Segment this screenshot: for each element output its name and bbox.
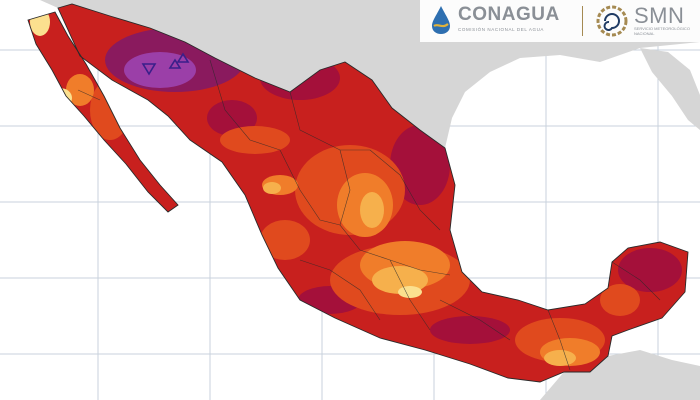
conagua-water-drop-icon	[432, 6, 450, 34]
central-america-land	[540, 350, 700, 400]
smn-logo-text: SMN	[634, 3, 685, 28]
peak-marker-triangle	[168, 58, 182, 69]
florida-land	[640, 48, 700, 130]
logo-divider	[582, 6, 583, 36]
logo-bar: CONAGUA COMISIÓN NACIONAL DEL AGUA SMN S…	[420, 0, 700, 42]
peak-marker-triangle	[141, 63, 157, 76]
conagua-logo-text: CONAGUA	[458, 4, 560, 25]
conagua-logo-subtitle: COMISIÓN NACIONAL DEL AGUA	[458, 27, 545, 32]
smn-logo-subtitle: SERVICIO METEOROLÓGICO NACIONAL	[634, 26, 690, 36]
state-borders	[77, 59, 661, 371]
mexico-border	[27, 3, 689, 383]
smn-spiral-gear-icon	[596, 5, 628, 37]
peak-marker-triangle	[176, 52, 190, 63]
peak-markers	[141, 52, 190, 76]
